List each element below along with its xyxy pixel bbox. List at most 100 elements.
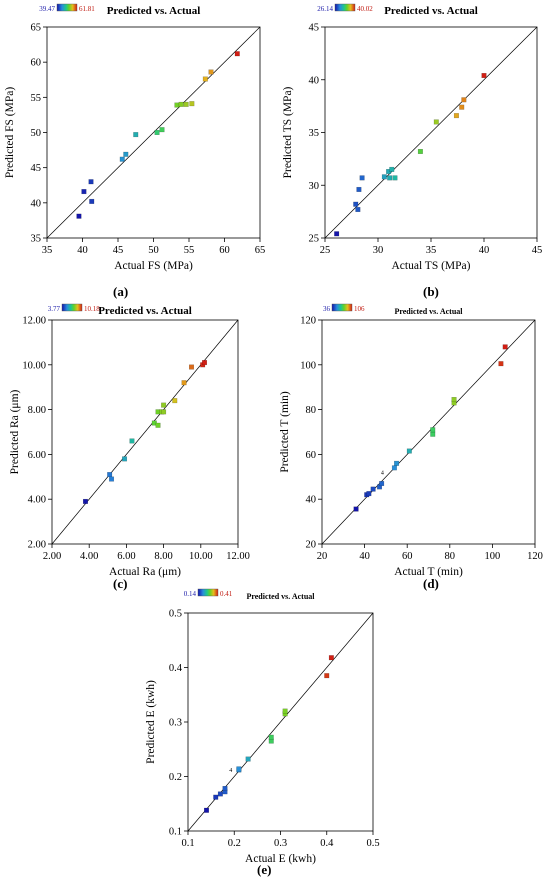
color-legend-min: 36 xyxy=(323,305,331,313)
y-tick-label: 35 xyxy=(309,128,320,139)
data-point xyxy=(109,476,115,482)
x-axis-label: Actual FS (MPa) xyxy=(114,260,193,272)
y-tick-label: 8.00 xyxy=(28,405,46,416)
data-point xyxy=(459,104,465,110)
data-point xyxy=(159,127,165,133)
data-point xyxy=(392,175,398,181)
data-point xyxy=(324,673,330,679)
data-point xyxy=(328,655,334,661)
color-legend-max: 10.18 xyxy=(84,305,100,313)
data-point xyxy=(356,186,362,192)
x-tick-label: 35 xyxy=(42,245,53,256)
x-tick-label: 20 xyxy=(317,551,328,562)
x-tick-label: 40 xyxy=(359,551,370,562)
plot-frame xyxy=(321,319,536,545)
data-point xyxy=(119,156,125,162)
color-legend-max: 0.41 xyxy=(220,590,233,598)
x-tick-label: 6.00 xyxy=(117,551,135,562)
y-tick-label: 2.00 xyxy=(28,540,46,551)
point-annotation: 4 xyxy=(381,470,384,476)
data-point xyxy=(387,175,393,181)
y-tick-label: 45 xyxy=(309,23,320,34)
y-tick-label: 30 xyxy=(309,181,320,192)
data-point xyxy=(394,460,400,466)
x-tick-label: 0.4 xyxy=(320,838,334,849)
x-axis-label: Actual E (kwh) xyxy=(245,853,316,865)
x-tick-label: 25 xyxy=(320,245,331,256)
data-point xyxy=(366,491,372,497)
y-tick-label: 45 xyxy=(31,163,42,174)
x-axis-label: Actual Ra (μm) xyxy=(109,566,181,578)
y-tick-label: 100 xyxy=(300,360,316,371)
y-tick-label: 0.2 xyxy=(169,772,182,783)
data-point xyxy=(172,398,178,404)
data-point xyxy=(107,472,113,478)
y-tick-label: 55 xyxy=(31,93,42,104)
data-point xyxy=(188,364,194,370)
y-tick-label: 25 xyxy=(309,234,320,245)
x-tick-label: 60 xyxy=(219,245,230,256)
x-tick-label: 120 xyxy=(527,551,543,562)
data-point xyxy=(353,201,359,207)
data-point xyxy=(370,486,376,492)
color-legend-min: 0.14 xyxy=(184,590,197,598)
y-tick-label: 12.00 xyxy=(22,316,46,327)
chart-title: Predicted vs. Actual xyxy=(394,307,463,316)
reference-line xyxy=(51,319,239,545)
data-point xyxy=(76,213,82,219)
chart-4: 36 106 Predicted vs. Actual 20 40 60 80 100 120 2… xyxy=(279,303,543,578)
data-point xyxy=(453,113,459,119)
y-tick-label: 35 xyxy=(31,234,42,245)
data-point xyxy=(430,427,436,433)
y-tick-label: 0.5 xyxy=(169,609,182,620)
color-legend-max: 106 xyxy=(354,305,365,313)
plot-frame xyxy=(51,319,239,545)
data-point xyxy=(355,207,361,213)
data-point xyxy=(245,756,251,762)
data-point xyxy=(381,174,387,180)
x-tick-label: 0.2 xyxy=(228,838,241,849)
color-legend-bar xyxy=(334,3,356,12)
data-point xyxy=(81,189,87,195)
chart-title: Predicted vs. Actual xyxy=(246,592,315,601)
y-tick-label: 60 xyxy=(31,58,42,69)
data-point xyxy=(391,465,397,471)
data-point xyxy=(123,151,129,157)
data-point xyxy=(334,231,340,237)
x-tick-label: 80 xyxy=(445,551,456,562)
data-point xyxy=(129,438,135,444)
data-point xyxy=(379,481,385,487)
data-point xyxy=(417,148,423,154)
panel-label-e: (e) xyxy=(257,862,272,877)
y-tick-label: 60 xyxy=(306,450,317,461)
color-legend-min: 39.47 xyxy=(39,5,55,13)
chart-1: 39.47 61.81 Predicted vs. Actual 35 40 45 50 55… xyxy=(4,3,265,272)
data-point xyxy=(389,166,395,172)
panel-label-a: (a) xyxy=(113,284,129,299)
x-tick-label: 45 xyxy=(113,245,124,256)
data-point xyxy=(82,498,88,504)
chart-title: Predicted vs. Actual xyxy=(98,305,192,317)
y-axis-label: Predicted TS (MPa) xyxy=(282,86,294,178)
x-tick-label: 45 xyxy=(532,245,543,256)
data-point xyxy=(430,431,436,437)
data-point xyxy=(161,402,167,408)
chart-title: Predicted vs. Actual xyxy=(107,5,201,17)
data-point xyxy=(183,101,189,107)
y-tick-label: 40 xyxy=(306,495,317,506)
data-point xyxy=(181,380,187,386)
data-point xyxy=(236,766,242,772)
data-point xyxy=(174,102,180,108)
y-tick-label: 40 xyxy=(31,198,42,209)
data-point xyxy=(359,175,365,181)
reference-line xyxy=(324,26,538,239)
data-point xyxy=(222,785,228,791)
data-point xyxy=(268,734,274,740)
y-axis-label: Predicted E (kwh) xyxy=(145,680,157,764)
x-tick-label: 2.00 xyxy=(43,551,61,562)
data-point xyxy=(406,448,412,454)
panel-label-c: (c) xyxy=(113,576,128,591)
y-tick-label: 4.00 xyxy=(28,495,46,506)
